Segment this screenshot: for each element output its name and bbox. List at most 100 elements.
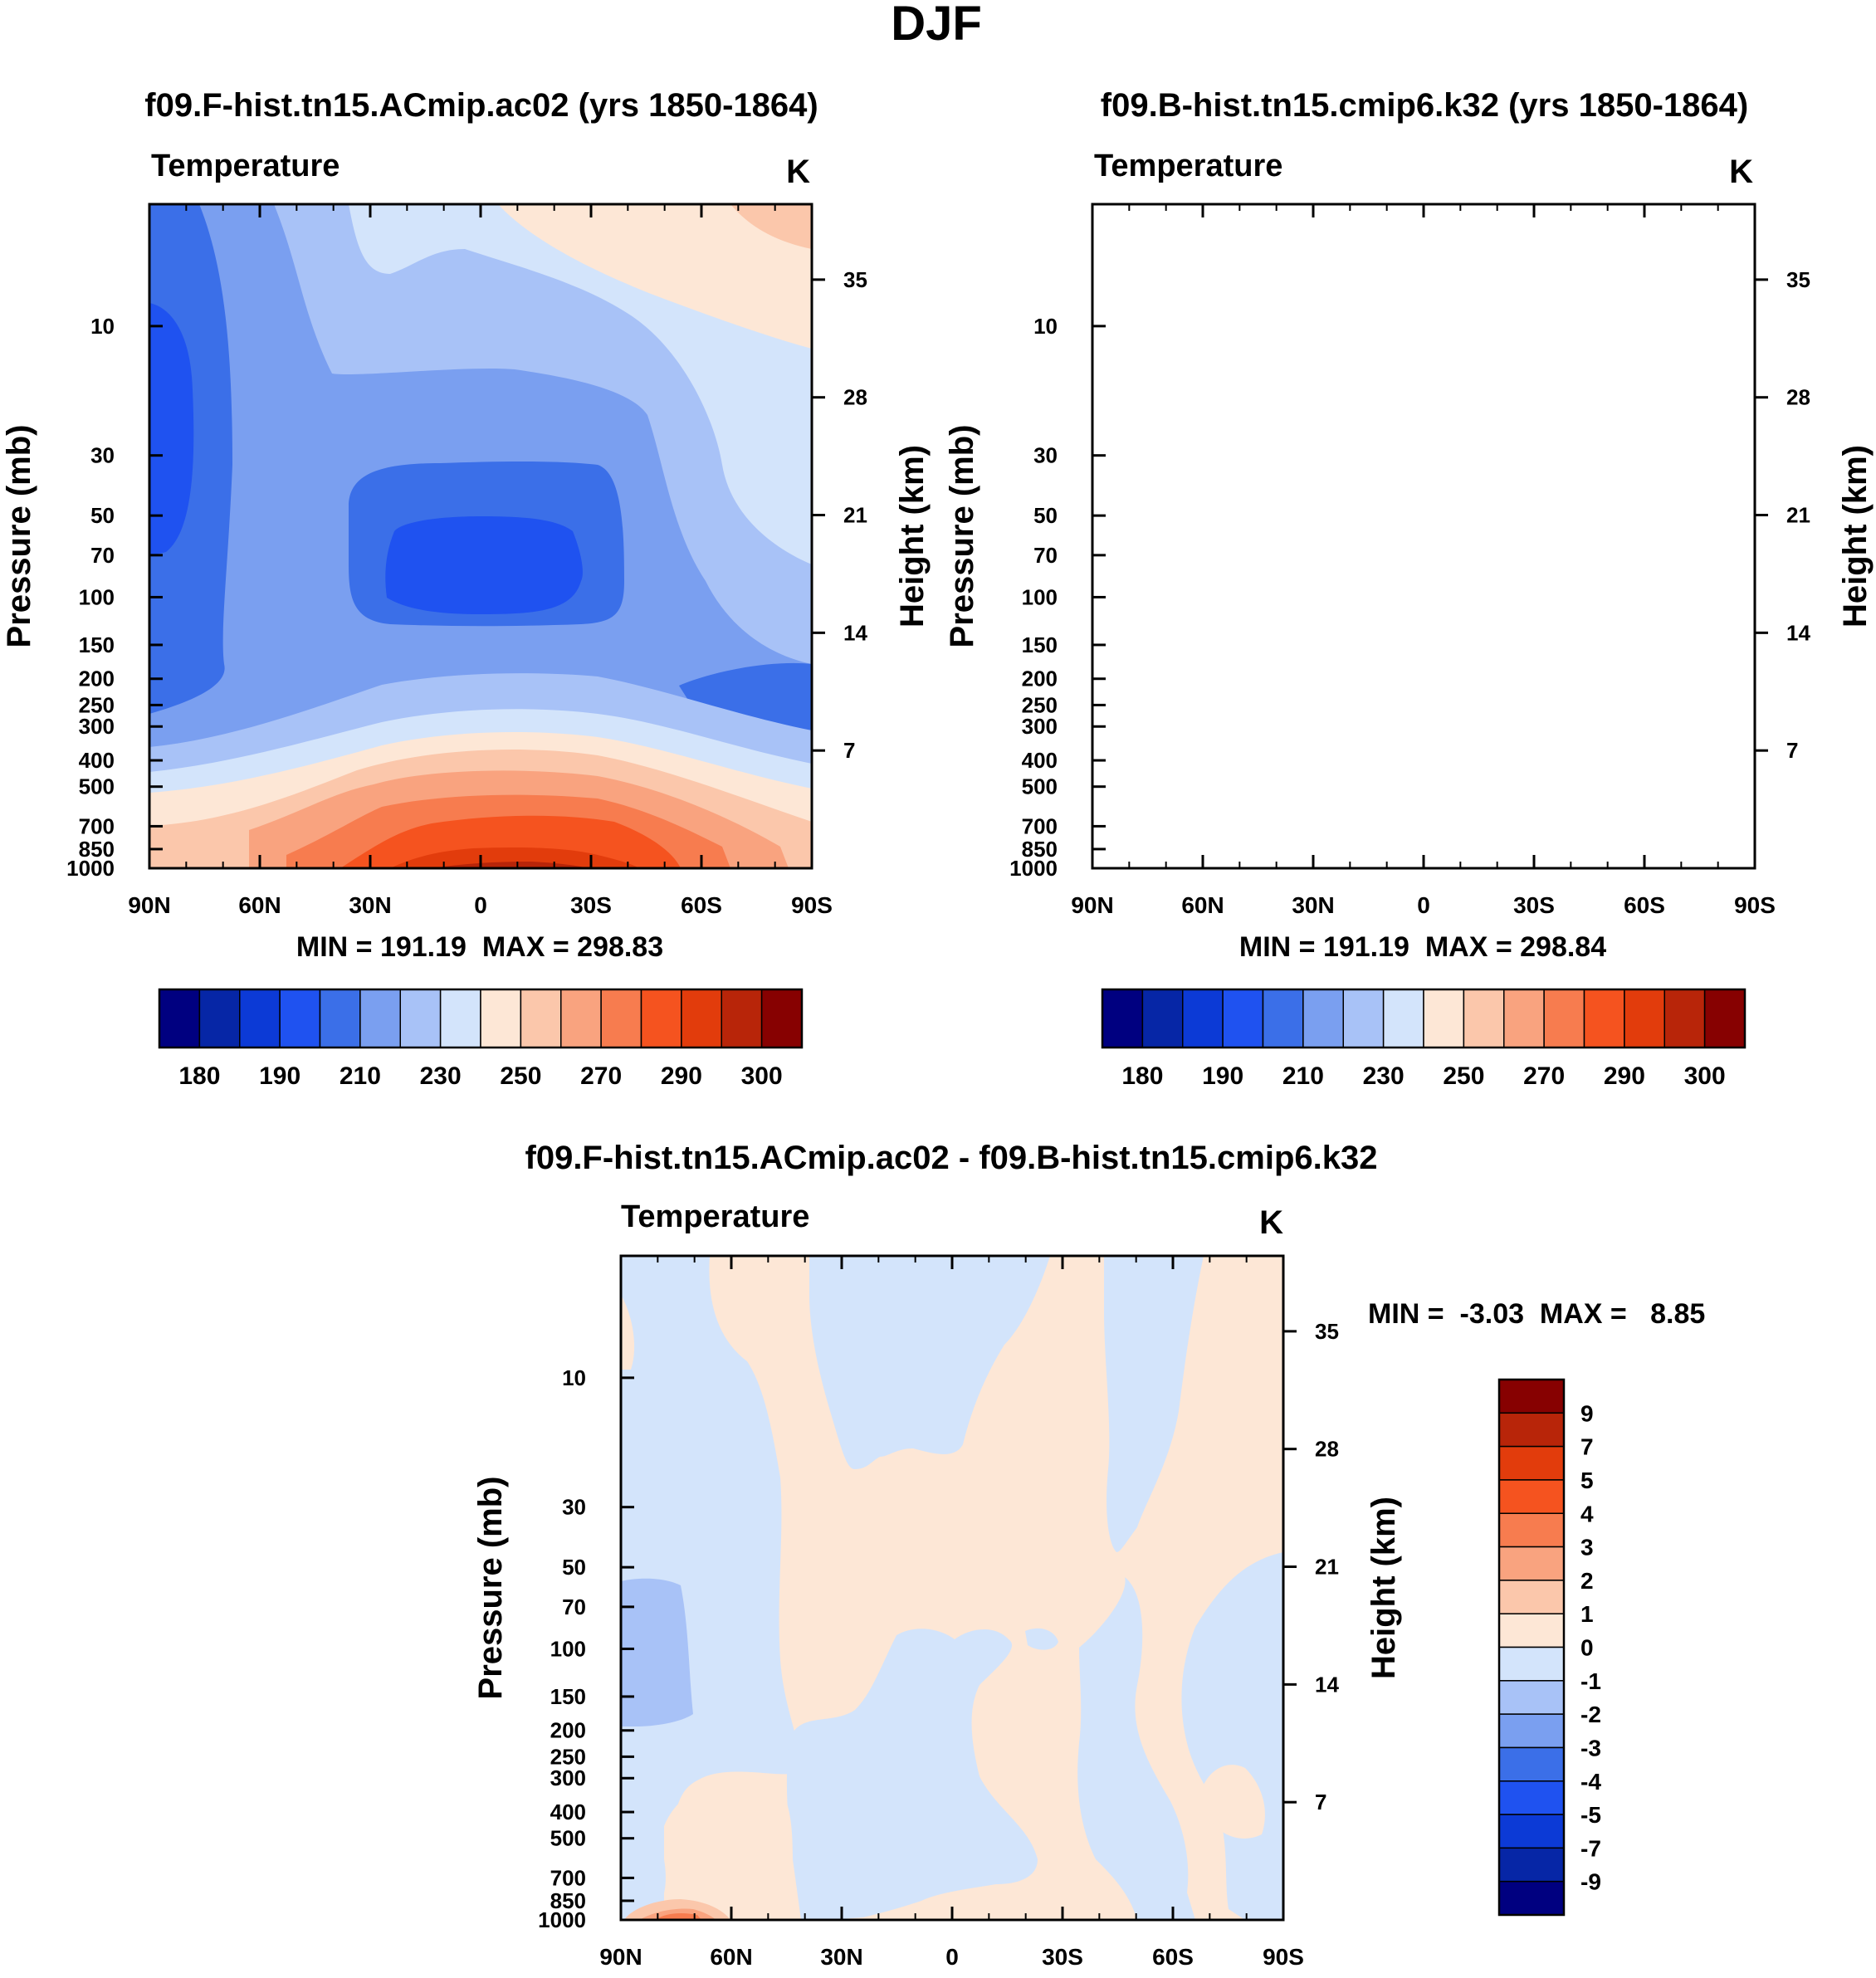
colorbar-swatch xyxy=(1624,989,1665,1048)
colorbar-swatch xyxy=(1703,989,1746,1048)
colorbar-label: 4 xyxy=(1580,1501,1594,1526)
colorbar-label: -5 xyxy=(1580,1802,1601,1828)
colorbar-frame xyxy=(1497,1378,1566,1917)
colorbar-label: 9 xyxy=(1580,1400,1594,1426)
stats-text: MIN = 191.19 MAX = 298.84 xyxy=(1239,931,1606,963)
fill-210-trop xyxy=(1328,516,1526,614)
y-tick-label: 850 xyxy=(1022,837,1058,862)
colorbar-swatch xyxy=(1182,989,1224,1048)
panel-title: f09.B-hist.tn15.cmip6.k32 (yrs 1850-1864… xyxy=(1101,87,1748,124)
y-tick-label: 850 xyxy=(550,1888,586,1913)
colorbar-swatch xyxy=(1583,989,1625,1048)
y-tick-label: 850 xyxy=(79,837,115,862)
panel-title: f09.F-hist.tn15.ACmip.ac02 - f09.B-hist.… xyxy=(525,1140,1378,1176)
fill-250-tropo xyxy=(1092,709,1755,868)
x-tick-label: 60N xyxy=(710,1944,752,1970)
axis-ticks: 90N 60N 30N 0 30S 60S 90S103050701001502002503… xyxy=(1009,204,1810,918)
y-axis-label: Pressure (mb) xyxy=(944,425,980,648)
colorbar-swatch xyxy=(1498,1746,1565,1782)
y-tick-label: 50 xyxy=(90,503,115,528)
y-tick-label: 500 xyxy=(550,1826,586,1851)
y-tick-label: 1000 xyxy=(1009,856,1058,881)
colorbar-swatch xyxy=(520,989,562,1048)
fill-240-tropo xyxy=(1092,673,1755,868)
colorbar-swatch xyxy=(1498,1680,1565,1715)
x-tick-label: 60S xyxy=(1624,892,1665,918)
colorbar-swatch xyxy=(1498,1445,1565,1481)
colorbar-swatch xyxy=(721,989,763,1048)
height-tick-label: 28 xyxy=(1786,385,1810,410)
y-tick-label: 1000 xyxy=(66,856,115,881)
x-tick-label: 90S xyxy=(1734,892,1776,918)
axis-ticks: 90N 60N 30N 0 30S 60S 90S103050701001502002503… xyxy=(66,204,867,918)
x-tick-label: 30S xyxy=(1513,892,1555,918)
colorbar-label: 290 xyxy=(1604,1062,1645,1090)
fill-270-surface xyxy=(1092,750,1755,868)
colorbar-label: 180 xyxy=(178,1062,220,1090)
colorbar-label: 290 xyxy=(661,1062,702,1090)
height-tick-label: 14 xyxy=(1315,1672,1339,1697)
colorbar-swatch xyxy=(279,989,321,1048)
panel-model-a: f09.F-hist.tn15.ACmip.ac02 (yrs 1850-186… xyxy=(1,87,931,1090)
fill-240-strat xyxy=(1217,204,1755,664)
colorbar-label: 3 xyxy=(1580,1535,1594,1560)
units-label: K xyxy=(1729,154,1753,190)
fill-270-strat xyxy=(730,204,812,249)
fill-220-spole xyxy=(679,662,812,730)
y-tick-label: 1000 xyxy=(538,1907,586,1932)
y-tick-label: 50 xyxy=(562,1555,586,1580)
colorbar-swatch xyxy=(1382,989,1424,1048)
axis-ticks: 90N 60N 30N 0 30S 60S 90S103050701001502002503… xyxy=(538,1256,1339,1970)
stats-text: MIN = -3.03 MAX = 8.85 xyxy=(1368,1298,1705,1330)
colorbar-label: 270 xyxy=(1523,1062,1565,1090)
colorbar-swatch xyxy=(1498,1512,1565,1548)
height-tick-label: 35 xyxy=(1315,1319,1339,1344)
x-tick-label: 0 xyxy=(474,892,487,918)
x-tick-label: 30S xyxy=(570,892,612,918)
units-label: K xyxy=(1259,1204,1283,1241)
colorbar-swatch xyxy=(1141,989,1184,1048)
height-tick-label: 14 xyxy=(1786,620,1810,645)
variable-label: Temperature xyxy=(1094,149,1282,183)
y-tick-label: 200 xyxy=(1022,667,1058,691)
colorbar-frame xyxy=(158,988,804,1049)
variable-label: Temperature xyxy=(621,1199,809,1234)
y-tick-label: 250 xyxy=(1022,692,1058,717)
fill-210-polar xyxy=(149,303,194,556)
colorbar-label: 230 xyxy=(1363,1062,1405,1090)
fill-260-surface xyxy=(1092,732,1755,868)
y-axis-right-label: Height (km) xyxy=(1837,445,1874,628)
colorbar-label: 0 xyxy=(1580,1635,1594,1661)
x-tick-label: 30N xyxy=(820,1944,862,1970)
y-tick-label: 700 xyxy=(79,813,115,838)
units-label: K xyxy=(786,154,810,190)
height-tick-label: 7 xyxy=(1786,738,1798,763)
height-tick-label: 7 xyxy=(1315,1790,1326,1814)
contour-field xyxy=(149,204,812,868)
fill-295-surface xyxy=(1283,816,1624,868)
x-tick-label: 60N xyxy=(1181,892,1224,918)
fill-pos-sw-lower xyxy=(664,1775,793,1920)
colorbar-label: -2 xyxy=(1580,1702,1601,1727)
x-tick-label: 90S xyxy=(1263,1944,1304,1970)
fill-neg-2-west xyxy=(621,1578,693,1726)
y-axis-label: Pressure (mb) xyxy=(1,425,37,648)
contour-field xyxy=(1092,204,1755,868)
fill-neg-upper-mid xyxy=(809,1256,1050,1469)
colorbar-label: 7 xyxy=(1580,1434,1594,1460)
colorbar-label: -1 xyxy=(1580,1668,1601,1694)
fill-pos-nw-edge xyxy=(621,1295,635,1370)
y-tick-label: 200 xyxy=(550,1718,586,1743)
colorbar-label: 250 xyxy=(1443,1062,1484,1090)
colorbar-label: 180 xyxy=(1121,1062,1163,1090)
fill-260-strat xyxy=(498,204,812,349)
x-tick-label: 90S xyxy=(791,892,833,918)
colorbar-label: 5 xyxy=(1580,1468,1594,1493)
y-axis-label: Pressure (mb) xyxy=(472,1477,509,1700)
fill-305-surface xyxy=(432,862,589,868)
y-tick-label: 400 xyxy=(79,748,115,773)
fill-220-trop xyxy=(1292,462,1567,626)
colorbar-swatch xyxy=(1498,1646,1565,1682)
colorbar-swatch xyxy=(1498,1780,1565,1815)
colorbar-label: -9 xyxy=(1580,1869,1601,1895)
